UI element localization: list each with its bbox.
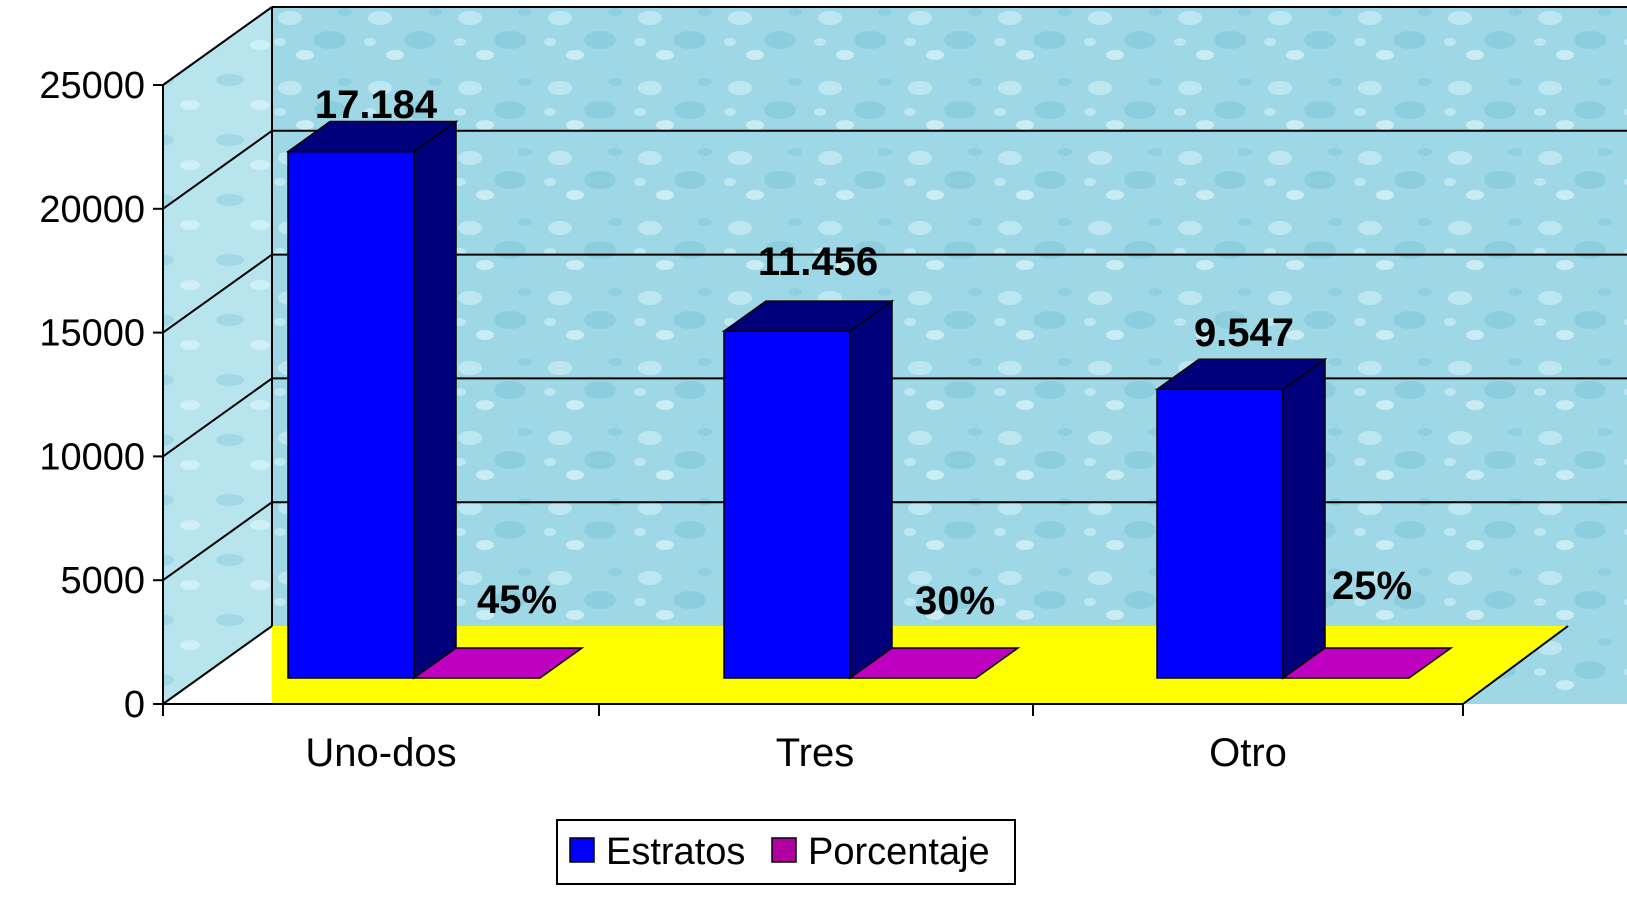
x-axis-category-labels: Uno-dos Tres Otro: [305, 731, 1287, 775]
bar-side: [849, 299, 893, 680]
bar-slab: [1280, 647, 1454, 679]
y-tick-label: 10000: [39, 436, 145, 478]
data-labels: 17.184 11.456 9.547 45% 30% 25%: [315, 83, 1412, 623]
gridlines: [162, 6, 1627, 582]
x-category-label: Uno-dos: [305, 731, 456, 775]
data-label-estratos: 17.184: [315, 83, 438, 127]
y-tick-label: 15000: [39, 313, 145, 355]
x-category-label: Otro: [1209, 731, 1287, 775]
y-axis-tick-labels: 0 5000 10000 15000 20000 25000: [39, 65, 145, 726]
y-tick-label: 25000: [39, 65, 145, 107]
bar-front: [723, 330, 851, 679]
bar-top: [721, 300, 895, 332]
bar-front: [287, 150, 415, 679]
y-tick-label: 5000: [60, 560, 145, 602]
bar-porcentaje-otro: [1280, 647, 1454, 679]
floor-right-edge: [1462, 625, 1569, 705]
legend-label-estratos: Estratos: [606, 831, 745, 873]
data-label-estratos: 9.547: [1194, 311, 1294, 355]
gridline-side: [162, 253, 273, 334]
bar-porcentaje-tres: [847, 647, 1021, 679]
x-category-label: Tres: [776, 731, 855, 775]
bar-side: [413, 120, 457, 680]
bar-estratos-uno-dos: [285, 120, 459, 680]
bar-estratos-tres: [721, 299, 895, 680]
bar-estratos-otro: [1154, 357, 1328, 680]
legend-swatch-porcentaje: [771, 837, 797, 863]
bar-top: [285, 120, 459, 153]
side-wall: [163, 7, 272, 704]
gridline-side: [162, 129, 273, 210]
gridline-side: [162, 501, 273, 582]
bar-front: [1156, 388, 1284, 679]
y-tick-label: 20000: [39, 189, 145, 231]
data-label-estratos: 11.456: [758, 240, 878, 284]
gridline-side: [162, 6, 273, 86]
axes: [153, 7, 1569, 716]
gridline-side: [162, 377, 273, 458]
bar-porcentaje-uno-dos: [411, 647, 585, 679]
legend-swatch-estratos: [569, 837, 595, 863]
legend-label-porcentaje: Porcentaje: [808, 831, 990, 873]
bars: [285, 120, 1454, 680]
data-label-porcentaje: 30%: [915, 579, 995, 623]
floor-edge: [162, 625, 273, 705]
bar-side: [1282, 357, 1326, 680]
bar-slab: [411, 647, 585, 679]
bar-top: [1154, 358, 1328, 391]
data-label-porcentaje: 25%: [1332, 564, 1412, 608]
bar-slab: [847, 647, 1021, 679]
data-label-porcentaje: 45%: [477, 578, 557, 622]
legend: Estratos Porcentaje: [556, 819, 1016, 885]
y-tick-label: 0: [124, 684, 145, 726]
